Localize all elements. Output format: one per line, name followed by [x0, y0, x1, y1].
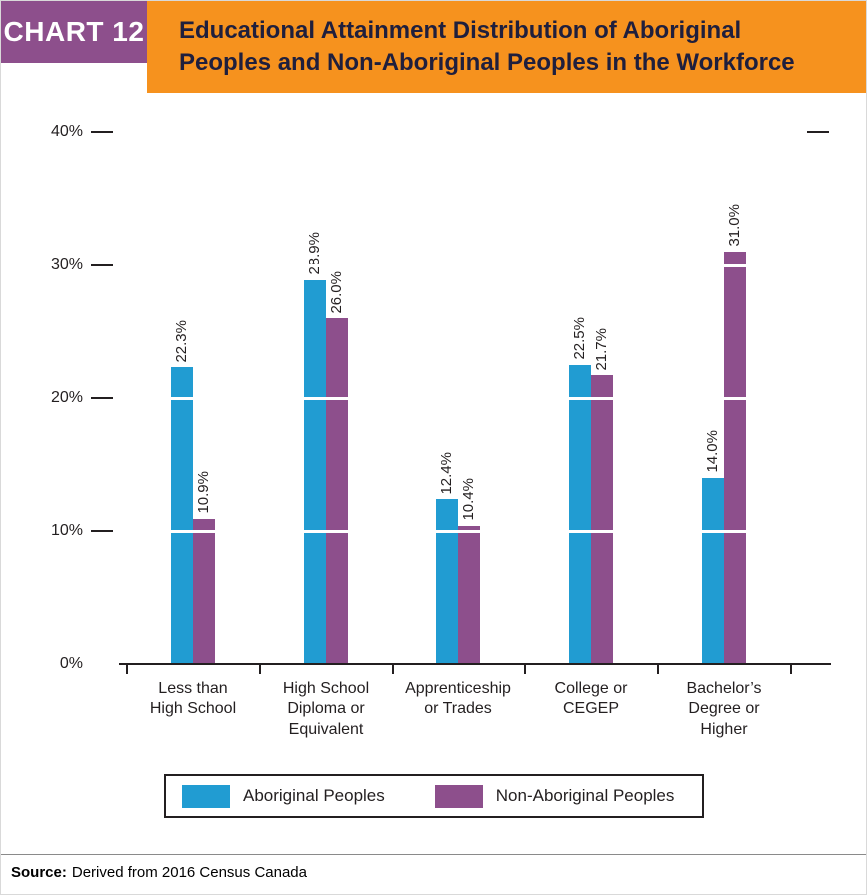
y-tick-mark-left: [91, 264, 113, 266]
title-band: Educational Attainment Distribution of A…: [147, 1, 866, 93]
bar-non-aboriginal: [724, 251, 746, 664]
category-label: Bachelor’s Degree or Higher: [686, 680, 762, 738]
bar-value-label: 31.0%: [726, 204, 743, 247]
bar-value-label: 10.4%: [460, 478, 477, 521]
category-label: Less than High School: [149, 680, 237, 718]
bar-value-label: 21.7%: [593, 327, 610, 371]
gridline: [119, 264, 831, 267]
legend-item-non-aboriginal: Non-Aboriginal Peoples: [434, 784, 675, 808]
bar-value-label: 22.3%: [173, 319, 190, 363]
category-label: High School Diploma or Equivalent: [282, 680, 370, 738]
y-tick-label: 40%: [50, 123, 83, 140]
bar-chart-plot-area: 0% 10% 20% 30% 40% 22.3% 28.9% 12.4% 22.5% 14.0% 1…: [1, 101, 866, 761]
bar-aboriginal: [171, 367, 193, 664]
bar-non-aboriginal: [193, 519, 215, 664]
legend-swatch-aboriginal: [182, 784, 230, 808]
y-tick-mark-right: [807, 131, 829, 133]
y-tick-mark-left: [91, 131, 113, 133]
y-tick-label: 20%: [50, 389, 83, 406]
y-tick-label: 10%: [50, 522, 83, 539]
bar-value-label: 12.4%: [438, 451, 455, 495]
y-tick-label: 0%: [59, 655, 83, 672]
bar-aboriginal: [436, 499, 458, 664]
bar-aboriginal: [702, 477, 724, 664]
bar-non-aboriginal: [591, 375, 613, 664]
x-axis-tick: [657, 665, 660, 674]
x-axis-tick: [524, 665, 527, 674]
chart-header: CHART 12 Educational Attainment Distribu…: [1, 1, 866, 93]
bar-value-label: 28.9%: [306, 232, 323, 275]
legend-label-aboriginal: Aboriginal Peoples: [243, 786, 385, 805]
y-tick-label: 30%: [50, 256, 83, 273]
bar-value-label: 10.9%: [195, 471, 212, 515]
bar-non-aboriginal: [458, 525, 480, 664]
source-divider: [1, 854, 866, 855]
bar-value-label: 26.0%: [328, 270, 345, 314]
source-label: Source:: [11, 864, 67, 881]
x-axis-tick: [126, 665, 128, 674]
category-label: Apprenticeship or Trades: [405, 680, 511, 718]
x-axis-tick: [391, 665, 394, 674]
source-note: Source: Derived from 2016 Census Canada: [1, 855, 866, 881]
bar-value-label: 14.0%: [704, 430, 721, 473]
bar-value-label: 22.5%: [571, 317, 588, 360]
bar-aboriginal: [304, 279, 326, 664]
category-label: College or CEGEP: [554, 680, 628, 718]
chart-number-tag: CHART 12: [1, 1, 147, 63]
legend-item-aboriginal: Aboriginal Peoples: [182, 784, 385, 808]
x-axis-baseline: [119, 663, 831, 665]
legend-label-non-aboriginal: Non-Aboriginal Peoples: [495, 786, 675, 805]
x-axis-tick: [258, 665, 261, 674]
y-tick-mark-left: [91, 397, 113, 399]
legend: Aboriginal Peoples Non-Aboriginal People…: [164, 774, 704, 818]
bar-aboriginal: [569, 364, 591, 664]
page-title: Educational Attainment Distribution of A…: [179, 17, 795, 76]
gridline: [119, 397, 831, 400]
y-tick-mark-left: [91, 530, 113, 532]
gridline: [119, 530, 831, 533]
chart-number-label: CHART 12: [3, 16, 145, 47]
x-axis-tick: [790, 665, 792, 674]
bar-non-aboriginal: [326, 318, 348, 664]
source-text: Derived from 2016 Census Canada: [71, 864, 307, 881]
legend-swatch-non-aboriginal: [434, 784, 483, 808]
